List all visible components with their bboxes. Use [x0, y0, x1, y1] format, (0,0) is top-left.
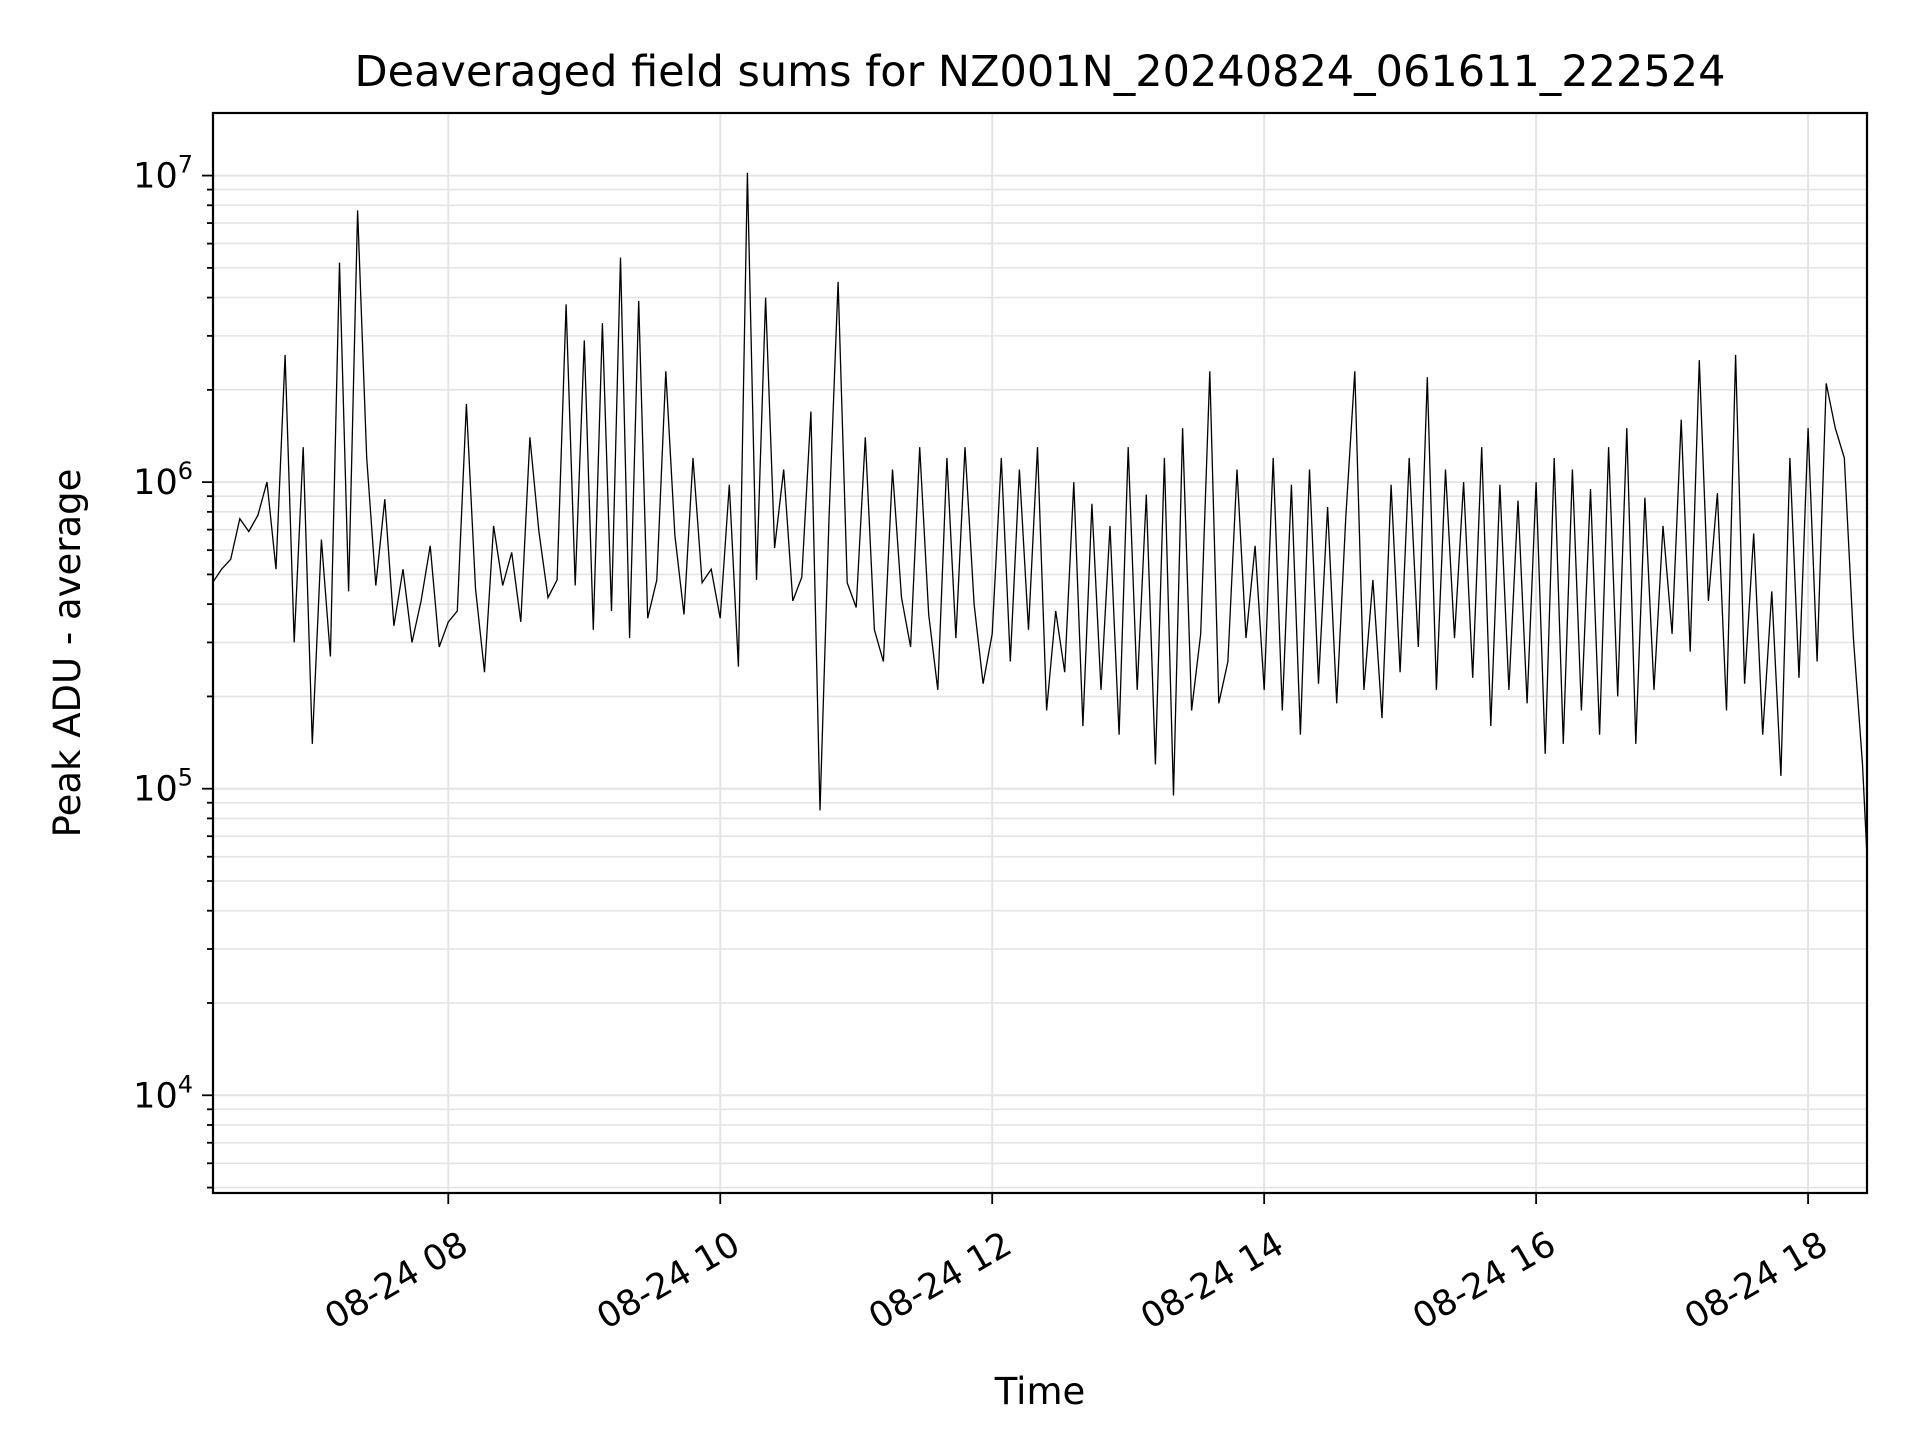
- y-axis-label: Peak ADU - average: [46, 469, 89, 838]
- y-tick-label: 105: [133, 764, 193, 810]
- x-tick-label: 08-24 16: [1406, 1224, 1562, 1337]
- x-tick-label: 08-24 14: [1134, 1224, 1290, 1337]
- series-group: [212, 172, 1868, 857]
- x-axis-label: Time: [994, 1370, 1086, 1413]
- chart-title: Deaveraged field sums for NZ001N_2024082…: [355, 47, 1726, 97]
- x-axis: 08-24 08 08-24 10 08-24 12 08-24 14 08-24 16…: [318, 1193, 1835, 1338]
- y-axis: 104 105 106 107: [133, 151, 213, 1189]
- x-tick-label: 08-24 18: [1678, 1224, 1834, 1337]
- x-tick-label: 08-24 08: [318, 1224, 474, 1337]
- y-tick-label: 107: [133, 151, 193, 197]
- x-tick-label: 08-24 10: [590, 1224, 746, 1337]
- y-tick-label: 106: [133, 457, 193, 503]
- x-tick-label: 08-24 12: [862, 1224, 1018, 1337]
- y-tick-label: 104: [133, 1070, 193, 1116]
- series-line: [212, 172, 1868, 857]
- plot-frame: [211, 111, 1869, 1195]
